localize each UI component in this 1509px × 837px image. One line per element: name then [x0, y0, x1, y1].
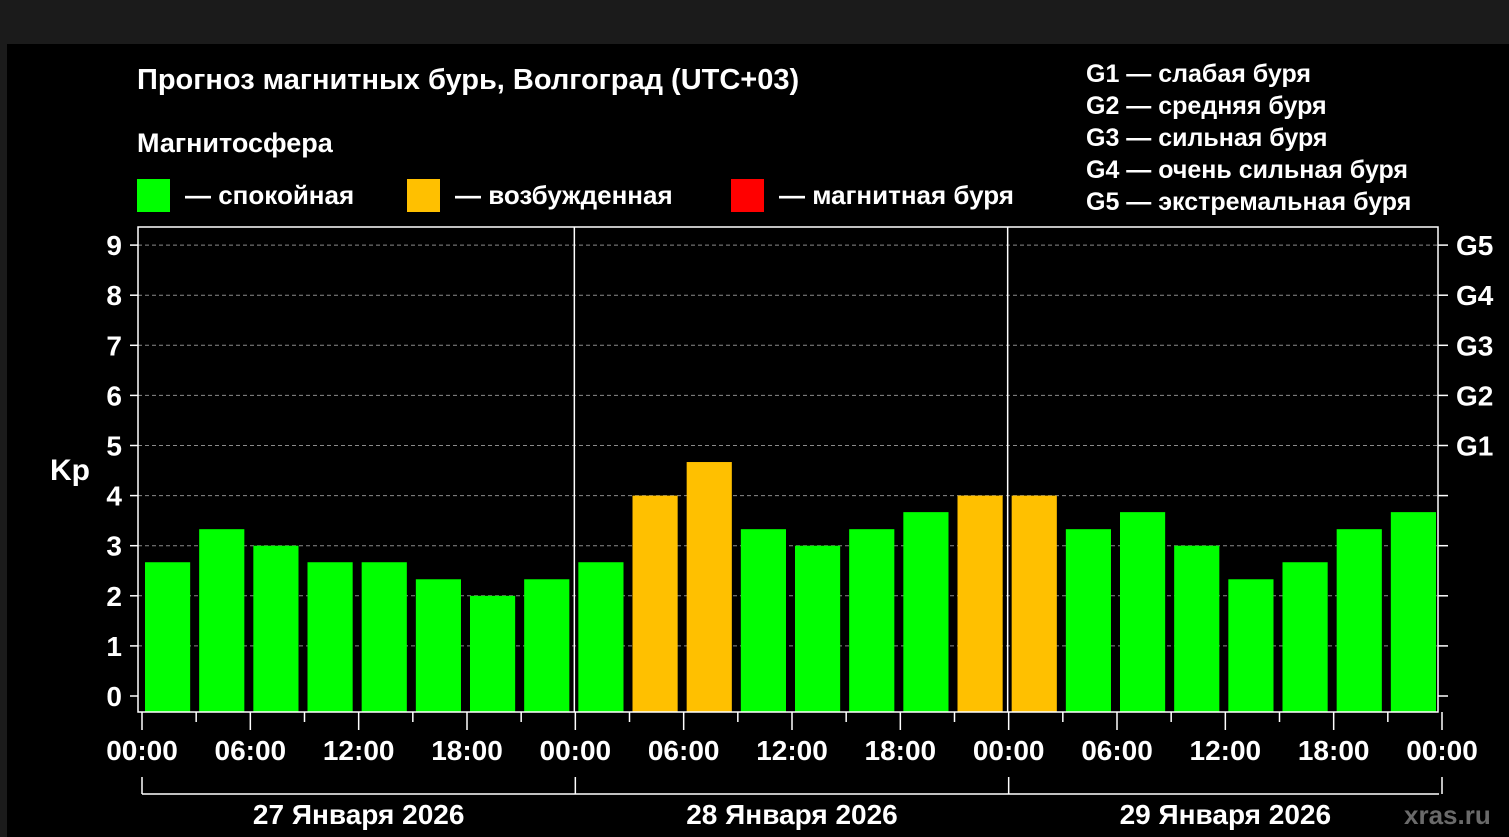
day-label: 27 Января 2026: [253, 799, 465, 830]
x-tick-label: 00:00: [973, 735, 1045, 766]
y-tick-label: 8: [106, 280, 122, 311]
kp-bar: [1174, 545, 1220, 712]
axes: [130, 226, 1448, 795]
y-tick-label: 5: [106, 431, 122, 462]
kp-bar: [632, 495, 678, 712]
kp-bar: [470, 595, 516, 712]
x-tick-label: 06:00: [648, 735, 720, 766]
kp-bar: [1336, 529, 1382, 712]
g-level-label: G4: [1456, 280, 1494, 311]
g-scale-item-g5: G5 — экстремальная буря: [1086, 188, 1412, 216]
g-scale-item-g4: G4 — очень сильная буря: [1086, 156, 1408, 184]
legend-item-active: — возбужденная: [407, 178, 673, 212]
legend-label-storm: — магнитная буря: [779, 179, 1014, 210]
x-tick-label: 12:00: [323, 735, 395, 766]
kp-bar: [957, 495, 1003, 712]
legend-label-calm: — спокойная: [185, 179, 355, 210]
y-tick-label: 0: [106, 681, 122, 712]
g-scale-item-g3: G3 — сильная буря: [1086, 124, 1328, 152]
kp-bar: [849, 529, 895, 712]
kp-bar: [740, 529, 786, 712]
x-tick-label: 00:00: [106, 735, 178, 766]
g-level-label: G2: [1456, 380, 1493, 411]
y-tick-label: 6: [106, 380, 122, 411]
legend-heading: Магнитосфера: [137, 128, 333, 158]
kp-bar: [307, 562, 353, 712]
g-level-label: G5: [1456, 230, 1493, 261]
kp-bar: [578, 562, 624, 712]
kp-bar: [1065, 529, 1111, 712]
watermark: xras.ru: [1404, 800, 1491, 830]
y-tick-label: 4: [106, 481, 122, 512]
legend-swatch-calm: [137, 178, 170, 212]
legend-swatch-storm: [731, 178, 764, 212]
x-tick-label: 00:00: [540, 735, 612, 766]
kp-bar: [1228, 579, 1274, 712]
y-axis-label: Kp: [50, 454, 90, 487]
y-tick-label: 7: [106, 330, 122, 361]
kp-bar: [524, 579, 570, 712]
g-scale-item-g1: G1 — слабая буря: [1086, 60, 1312, 88]
x-tick-label: 18:00: [1298, 735, 1370, 766]
kp-bar: [903, 512, 949, 712]
kp-bar: [145, 562, 191, 712]
x-tick-label: 06:00: [1081, 735, 1153, 766]
day-label: 29 Января 2026: [1120, 799, 1332, 830]
kp-bar: [686, 462, 732, 712]
g-level-label: G3: [1456, 330, 1493, 361]
x-tick-label: 12:00: [756, 735, 828, 766]
axis-labels: 0 1 2 3 4 5 6 7 8 9 G1 G2 G3 G4 G5 Kp 00:00 06:00 12:00 18:…: [50, 230, 1494, 830]
y-tick-label: 1: [106, 631, 122, 662]
g-scale-legend: G1 — слабая буря G2 — средняя буря G3 — …: [1086, 58, 1411, 218]
chart-title: Прогноз магнитных бурь, Волгоград (UTC+0…: [137, 64, 800, 96]
legend-item-storm: — магнитная буря: [731, 178, 1014, 212]
kp-bar: [1011, 495, 1057, 712]
kp-bar: [253, 545, 299, 712]
day-label: 28 Января 2026: [686, 799, 898, 830]
g-level-label: G1: [1456, 431, 1493, 462]
legend-label-active: — возбужденная: [455, 179, 673, 210]
x-tick-label: 00:00: [1406, 735, 1478, 766]
y-tick-label: 9: [106, 230, 122, 261]
kp-bar: [1282, 562, 1328, 712]
kp-bar: [415, 579, 461, 712]
g-scale-item-g2: G2 — средняя буря: [1086, 92, 1327, 120]
x-tick-label: 06:00: [215, 735, 287, 766]
x-tick-label: 18:00: [431, 735, 503, 766]
kp-bar: [361, 562, 407, 712]
legend-swatch-active: [407, 178, 440, 212]
kp-bar: [795, 545, 841, 712]
kp-bar: [1390, 512, 1436, 712]
x-tick-label: 18:00: [865, 735, 937, 766]
kp-bar: [199, 529, 245, 712]
x-tick-label: 12:00: [1190, 735, 1262, 766]
bars: [145, 462, 1436, 712]
plot-frame: [137, 226, 1439, 713]
y-tick-label: 3: [106, 531, 122, 562]
legend-item-calm: — спокойная: [137, 178, 354, 212]
y-tick-label: 2: [106, 581, 122, 612]
kp-bar: [1120, 512, 1166, 712]
